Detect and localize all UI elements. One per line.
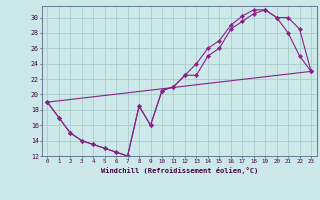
X-axis label: Windchill (Refroidissement éolien,°C): Windchill (Refroidissement éolien,°C): [100, 167, 258, 174]
